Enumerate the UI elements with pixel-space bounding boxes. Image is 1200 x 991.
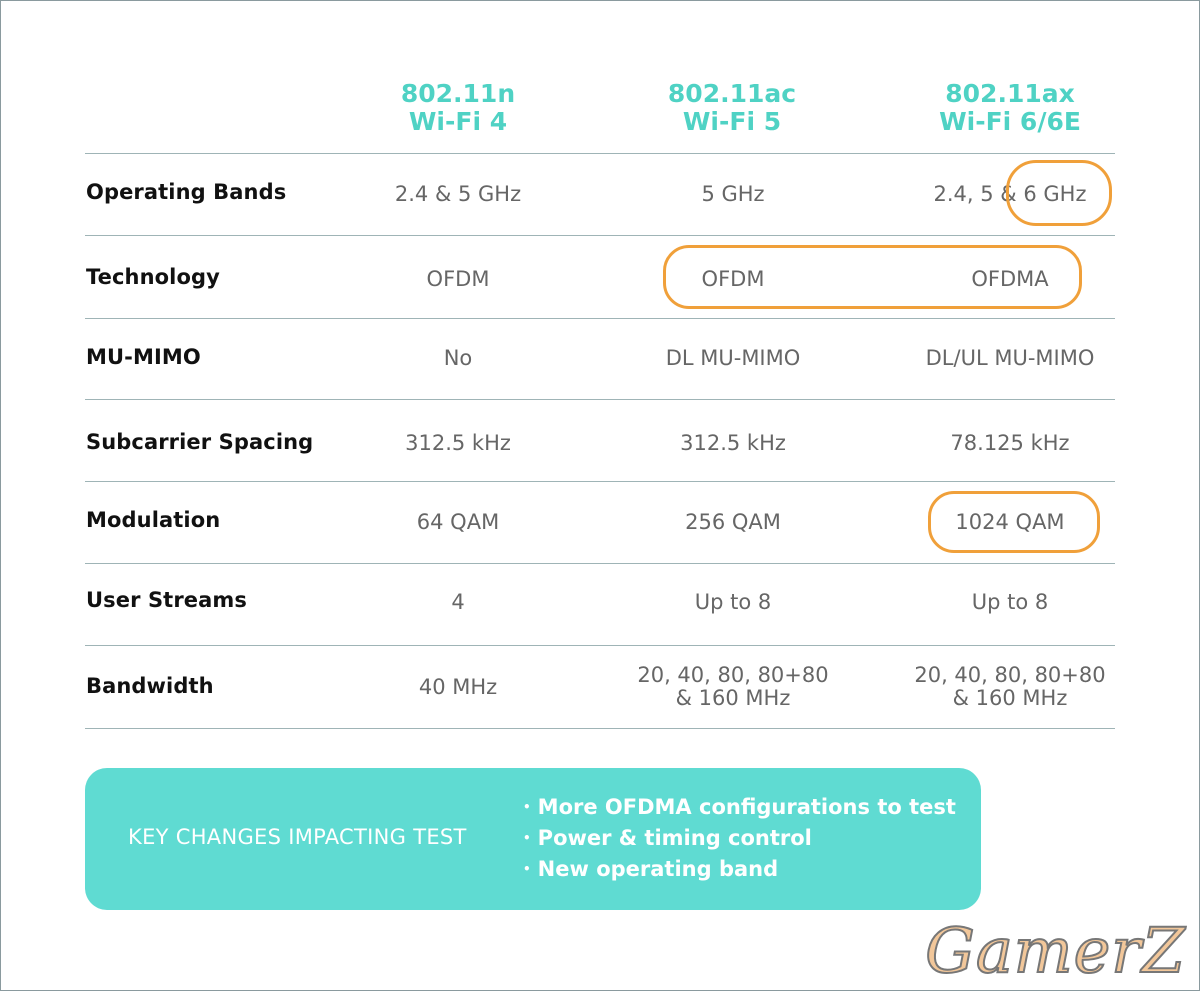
cell-subcarrier-spacing-wifi4: 312.5 kHz bbox=[405, 431, 511, 455]
cell-user-streams-wifi6: Up to 8 bbox=[971, 590, 1049, 614]
bullet-icon: • bbox=[523, 800, 531, 814]
cell-technology-wifi4: OFDM bbox=[426, 267, 490, 291]
key-change-text: New operating band bbox=[537, 857, 779, 881]
cell-operating-bands-wifi4: 2.4 & 5 GHz bbox=[394, 182, 522, 206]
row-label-bandwidth: Bandwidth bbox=[86, 674, 214, 698]
cell-mu-mimo-wifi5: DL MU-MIMO bbox=[665, 346, 801, 370]
table-divider bbox=[85, 645, 1115, 646]
cell-operating-bands-wifi5: 5 GHz bbox=[701, 182, 765, 206]
cell-line: 20, 40, 80, 80+80 bbox=[914, 663, 1106, 687]
highlight-1024qam bbox=[928, 491, 1100, 553]
column-standard: 802.11ax bbox=[945, 79, 1075, 108]
key-change-item: • New operating band bbox=[523, 854, 956, 885]
cell-line: 40 MHz bbox=[418, 675, 498, 699]
column-header-wifi5: 802.11ac Wi-Fi 5 bbox=[602, 80, 862, 136]
key-change-text: More OFDMA configurations to test bbox=[537, 795, 956, 819]
column-header-wifi4: 802.11n Wi-Fi 4 bbox=[328, 80, 588, 136]
table-divider bbox=[85, 728, 1115, 729]
table-divider bbox=[85, 399, 1115, 400]
cell-modulation-wifi4: 64 QAM bbox=[416, 510, 500, 534]
row-label-operating-bands: Operating Bands bbox=[86, 180, 287, 204]
cell-modulation-wifi6: 1024 QAM bbox=[955, 510, 1065, 534]
column-name: Wi-Fi 5 bbox=[682, 107, 782, 136]
cell-technology-wifi6: OFDMA bbox=[971, 267, 1049, 291]
cell-modulation-wifi5: 256 QAM bbox=[685, 510, 781, 534]
cell-mu-mimo-wifi6: DL/UL MU-MIMO bbox=[925, 346, 1095, 370]
key-change-item: • Power & timing control bbox=[523, 823, 956, 854]
table-divider bbox=[85, 235, 1115, 236]
column-header-wifi6: 802.11ax Wi-Fi 6/6E bbox=[880, 80, 1140, 136]
column-standard: 802.11n bbox=[400, 79, 516, 108]
row-label-subcarrier-spacing: Subcarrier Spacing bbox=[86, 430, 314, 454]
column-name: Wi-Fi 6/6E bbox=[939, 107, 1081, 136]
cell-bandwidth-wifi4: 40 MHz bbox=[318, 676, 598, 699]
table-divider bbox=[85, 318, 1115, 319]
cell-line: & 160 MHz bbox=[952, 686, 1068, 710]
cell-mu-mimo-wifi4: No bbox=[443, 346, 473, 370]
highlight-ofdm-ofdma bbox=[663, 245, 1082, 309]
bullet-icon: • bbox=[523, 831, 531, 845]
table-divider bbox=[85, 481, 1115, 482]
key-change-text: Power & timing control bbox=[537, 826, 812, 850]
cell-line: & 160 MHz bbox=[675, 686, 791, 710]
cell-subcarrier-spacing-wifi6: 78.125 kHz bbox=[950, 431, 1070, 455]
row-label-modulation: Modulation bbox=[86, 508, 221, 532]
table-divider bbox=[85, 153, 1115, 154]
cell-bandwidth-wifi5: 20, 40, 80, 80+80 & 160 MHz bbox=[593, 664, 873, 710]
table-divider bbox=[85, 563, 1115, 564]
key-changes-list: • More OFDMA configurations to test • Powe… bbox=[523, 792, 956, 885]
column-standard: 802.11ac bbox=[667, 79, 797, 108]
cell-user-streams-wifi4: 4 bbox=[451, 590, 465, 614]
watermark-logo: GamerZ bbox=[924, 913, 1186, 988]
cell-technology-wifi5: OFDM bbox=[701, 267, 765, 291]
cell-operating-bands-wifi6: 2.4, 5 & 6 GHz bbox=[933, 182, 1087, 206]
key-changes-panel: KEY CHANGES IMPACTING TEST • More OFDMA c… bbox=[85, 768, 981, 910]
key-change-item: • More OFDMA configurations to test bbox=[523, 792, 956, 823]
cell-subcarrier-spacing-wifi5: 312.5 kHz bbox=[680, 431, 786, 455]
cell-user-streams-wifi5: Up to 8 bbox=[694, 590, 772, 614]
cell-bandwidth-wifi6: 20, 40, 80, 80+80 & 160 MHz bbox=[870, 664, 1150, 710]
row-label-technology: Technology bbox=[86, 265, 220, 289]
key-changes-title: KEY CHANGES IMPACTING TEST bbox=[128, 825, 467, 849]
column-name: Wi-Fi 4 bbox=[408, 107, 508, 136]
row-label-mu-mimo: MU-MIMO bbox=[86, 345, 201, 369]
bullet-icon: • bbox=[523, 862, 531, 876]
row-label-user-streams: User Streams bbox=[86, 588, 247, 612]
highlight-6ghz bbox=[1006, 160, 1112, 226]
cell-line: 20, 40, 80, 80+80 bbox=[637, 663, 829, 687]
